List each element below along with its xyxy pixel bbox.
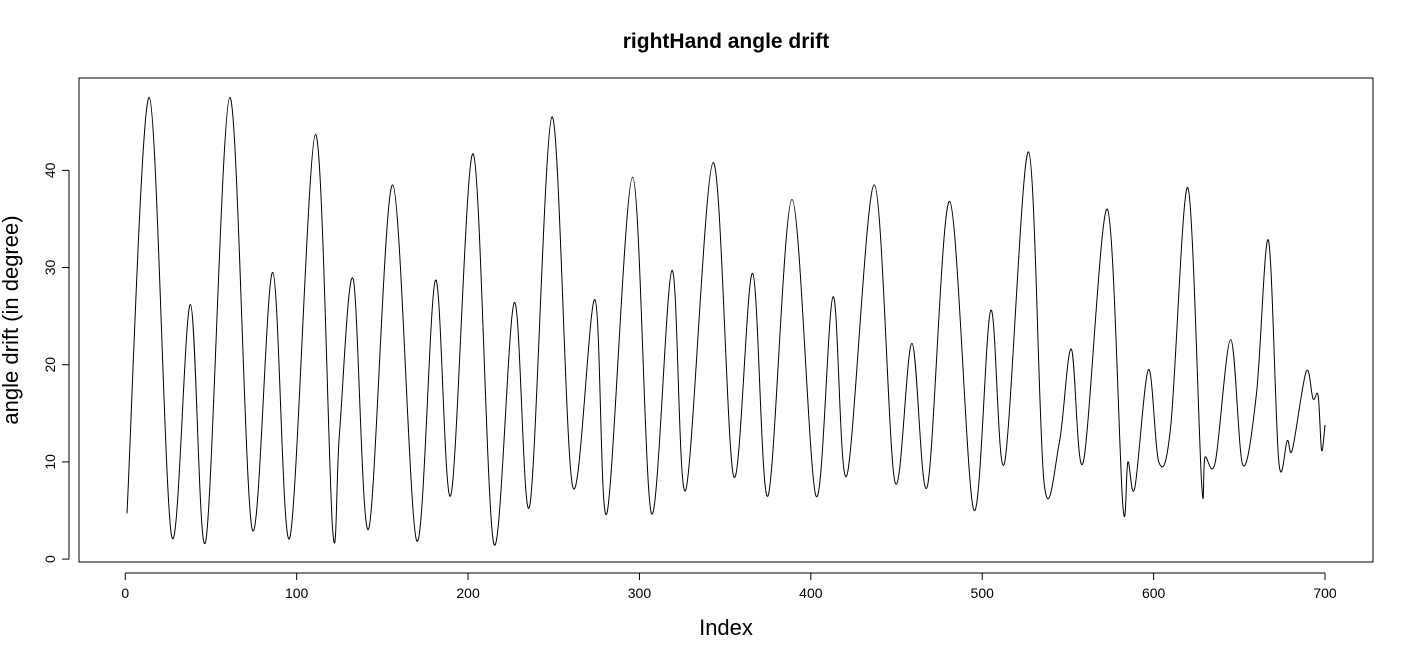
x-tick-label: 300	[628, 585, 652, 601]
y-tick-label: 10	[42, 454, 58, 470]
x-axis-label: Index	[699, 615, 753, 640]
y-axis-label: angle drift (in degree)	[0, 215, 23, 424]
x-tick-label: 600	[1142, 585, 1166, 601]
x-tick-label: 100	[285, 585, 309, 601]
y-tick-label: 20	[42, 357, 58, 373]
y-tick-label: 40	[42, 162, 58, 178]
x-tick-label: 700	[1313, 585, 1337, 601]
data-line	[126, 96, 1326, 546]
y-tick-label: 30	[42, 260, 58, 276]
chart-title: rightHand angle drift	[623, 30, 830, 53]
x-tick-label: 400	[799, 585, 823, 601]
x-tick-label: 500	[971, 585, 995, 601]
x-tick-label: 0	[121, 585, 129, 601]
x-tick-label: 200	[456, 585, 480, 601]
y-tick-label: 0	[42, 555, 58, 563]
plot-frame	[78, 77, 1374, 563]
